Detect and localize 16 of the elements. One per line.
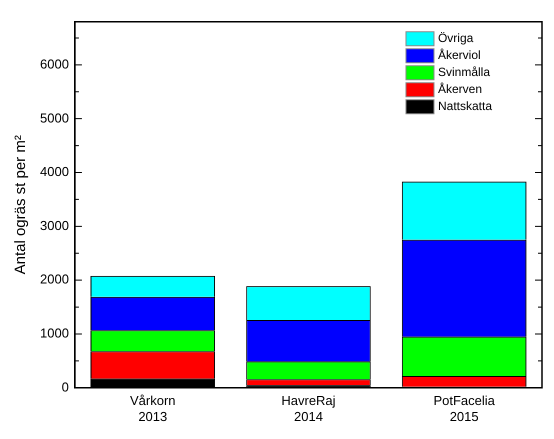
y-axis-title: Antal ogräs st per m²: [12, 135, 30, 274]
y-tick-label: 4000: [40, 164, 69, 180]
legend-label: Åkerviol: [438, 48, 481, 62]
x-tick-label: PotFacelia 2015: [433, 393, 496, 424]
y-tick-label: 2000: [40, 272, 69, 287]
x-tick-label: HavreRaj 2014: [281, 393, 336, 424]
y-tick-label: 0: [62, 379, 69, 394]
y-tick-label: 3000: [40, 218, 69, 233]
y-tick-label: 5000: [40, 110, 69, 126]
legend-label: Övriga: [438, 31, 474, 46]
legend-label: Svinmålla: [438, 65, 490, 80]
x-tick-label: Vårkorn 2013: [130, 393, 176, 424]
legend-label: Åkerven: [438, 82, 482, 96]
y-tick-label: 1000: [40, 326, 69, 341]
legend-label: Nattskatta: [438, 99, 492, 114]
y-tick-label: 6000: [40, 56, 69, 72]
